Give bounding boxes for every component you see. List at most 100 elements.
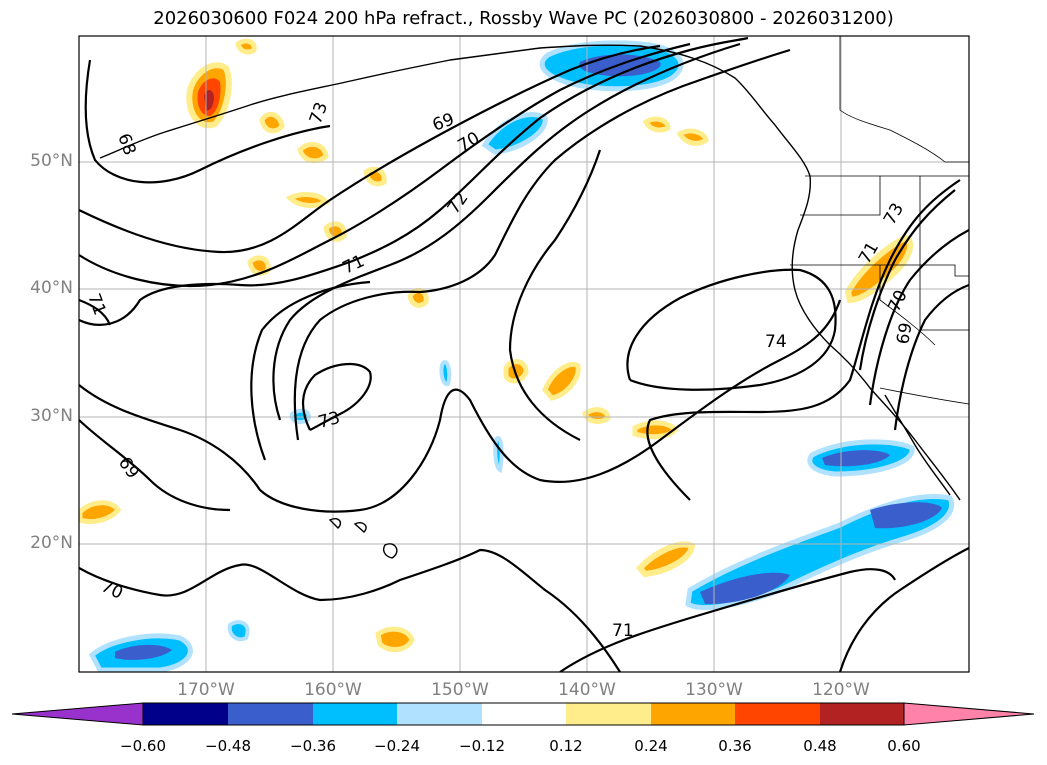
colorbar: [11, 702, 1035, 726]
shading-orange-small-2: [259, 111, 285, 134]
colorbar-tick-label: 0.36: [718, 737, 752, 755]
borders: [790, 36, 969, 405]
contour-label: 70: [455, 128, 484, 156]
colorbar-swatch-6: [566, 703, 651, 725]
colorbar-tick-label: −0.24: [374, 737, 420, 755]
shading-orange-small-8: [676, 128, 709, 146]
coastline-baja: [884, 394, 951, 496]
coastline-hawaii-2: [353, 522, 367, 533]
colorbar-swatch-5: [482, 703, 566, 725]
contour-label: 69: [114, 453, 143, 482]
shading-darkblue-tropical-2: [870, 502, 942, 529]
contour-line-73-east: [858, 189, 956, 371]
contour-label: 74: [765, 332, 787, 352]
colorbar-tick-label: −0.48: [205, 737, 251, 755]
contour-label: 73: [316, 408, 342, 433]
coastline-aleutians: [99, 104, 251, 159]
contour-line-70-east: [868, 229, 969, 406]
colorbar-tick-label: 0.12: [549, 737, 583, 755]
contour-label: 72: [444, 189, 473, 218]
contour-label: 70: [98, 576, 126, 603]
shading-orange-mid-2: [503, 359, 529, 384]
lat-label-40: 40°N: [30, 278, 73, 298]
contour-line-70-south: [79, 548, 621, 672]
colorbar-swatch-8: [735, 703, 820, 725]
contour-label: 71: [612, 621, 634, 641]
contour-line-72-east: [646, 179, 961, 501]
lon-label-170: 170°W: [177, 680, 235, 700]
colorbar-swatch-2: [228, 703, 313, 725]
shading-orange-west: [79, 500, 122, 525]
border-alaska-canada: [839, 36, 969, 163]
shading-orange-california: [844, 234, 914, 304]
negative-shading: [88, 40, 954, 672]
contour-label: 71: [83, 291, 109, 318]
shading-darkblue-southwest: [115, 644, 172, 660]
border-oregon-california: [790, 264, 969, 277]
contour-line-69-west: [79, 419, 231, 512]
shading-orange-south: [375, 626, 415, 652]
shading-blue-small-1: [227, 620, 250, 642]
contour-line-73-outer: [293, 48, 791, 441]
contour-label: 73: [880, 200, 908, 229]
colorbar-tick-label: 0.48: [803, 737, 837, 755]
contour-line-72-outer: [272, 42, 741, 421]
lon-label-130: 130°W: [685, 680, 743, 700]
map-plot-area: 69 70 71 72 73 74 69 70 71 73 71 73 70 6…: [79, 36, 969, 672]
lon-label-150: 150°W: [431, 680, 489, 700]
shading-orange-small-10: [235, 38, 257, 55]
shading-orange-small-5: [363, 166, 387, 187]
contour-line-71-outer: [79, 36, 749, 326]
lon-label-160: 160°W: [304, 680, 362, 700]
colorbar-extend-low: [11, 702, 144, 726]
colorbar-swatch-7: [651, 703, 735, 725]
colorbar-tick-label: −0.60: [120, 737, 166, 755]
border-us-mexico: [879, 387, 969, 405]
contour-line-72-south: [250, 280, 371, 461]
colorbar-extend-high: [903, 702, 1035, 726]
shading-blue-small-3: [439, 360, 452, 387]
contour-label: 70: [884, 287, 911, 315]
shading-orange-small-6: [285, 192, 330, 208]
shading-orange-small-7: [642, 116, 671, 133]
lon-label-140: 140°W: [558, 680, 616, 700]
lat-label-30: 30°N: [30, 406, 73, 426]
shading-orange-mid-1: [542, 362, 581, 401]
contour-line-69-outer: [79, 44, 661, 254]
lon-label-120: 120°W: [812, 680, 870, 700]
shading-orange-tropical: [635, 541, 696, 578]
shading-orange-small-1: [297, 141, 329, 164]
coastline-hawaii-1: [328, 518, 342, 529]
colorbar-tick-label: −0.36: [290, 737, 336, 755]
colorbar-swatch-4: [397, 703, 482, 725]
contour-line-71-south: [559, 568, 896, 672]
lat-label-50: 50°N: [30, 151, 73, 171]
coastline-alaska: [249, 44, 811, 177]
shading-orange-mid-4: [582, 407, 611, 424]
contour-label: 69: [893, 321, 916, 346]
shading-darkblue-baja: [822, 450, 890, 467]
contour-line-70-baja: [838, 547, 969, 672]
colorbar-frame: [142, 702, 905, 726]
contour-line-73-inner: [302, 362, 372, 431]
contour-line-74-inner: [626, 268, 837, 391]
contour-line-68-north: [84, 59, 331, 184]
contour-label: 73: [306, 100, 332, 127]
contour-line-73-east: [508, 149, 602, 441]
plot-frame: [78, 35, 970, 673]
contour-label: 69: [430, 110, 457, 136]
shading-darkblue-tropical-1: [700, 572, 790, 605]
contour-line-71-west: [79, 298, 112, 326]
colorbar-tick-label: −0.12: [459, 737, 505, 755]
colorbar-swatch-9: [820, 703, 904, 725]
colorbar-swatch-3: [313, 703, 397, 725]
colorbar-swatch-1: [143, 703, 228, 725]
colorbar-tick-label: 0.60: [887, 737, 921, 755]
contour-label: 68: [113, 131, 139, 158]
border-oregon-washington: [800, 176, 881, 216]
contour-line-69-east: [893, 283, 969, 431]
positive-shading: [79, 38, 914, 652]
map-title: 2026030600 F024 200 hPa refract., Rossby…: [153, 8, 894, 29]
lat-label-20: 20°N: [30, 533, 73, 553]
